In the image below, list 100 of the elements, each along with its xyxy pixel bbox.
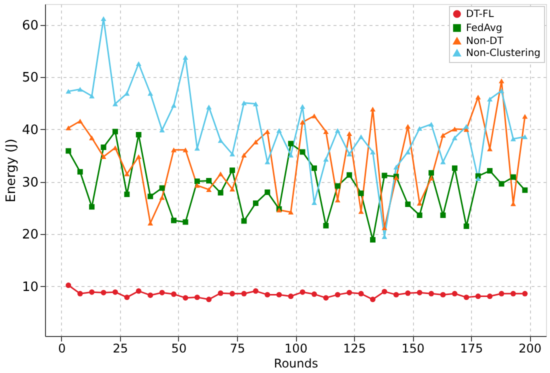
point bbox=[112, 289, 118, 295]
point bbox=[136, 61, 142, 66]
point bbox=[475, 94, 481, 100]
point bbox=[241, 290, 247, 296]
point bbox=[498, 290, 504, 296]
point bbox=[89, 289, 95, 295]
point bbox=[334, 183, 340, 189]
point bbox=[475, 176, 481, 181]
point bbox=[218, 172, 224, 176]
y-tick-label: 60 bbox=[22, 18, 38, 34]
point bbox=[498, 181, 504, 187]
point bbox=[358, 134, 364, 140]
point bbox=[206, 187, 212, 192]
legend-label: Non-Clustering bbox=[466, 48, 541, 59]
point bbox=[124, 192, 130, 198]
point bbox=[487, 294, 493, 299]
point bbox=[77, 118, 83, 124]
point bbox=[182, 295, 188, 301]
point bbox=[159, 128, 165, 132]
point bbox=[440, 160, 446, 164]
point bbox=[370, 150, 376, 154]
x-tick-label: 150 bbox=[402, 342, 425, 356]
point bbox=[182, 219, 188, 225]
point bbox=[148, 292, 154, 298]
point bbox=[510, 290, 516, 296]
point bbox=[522, 187, 528, 193]
y-axis-title: Energy (J) bbox=[4, 138, 19, 202]
point bbox=[358, 190, 364, 196]
point bbox=[428, 122, 434, 127]
point bbox=[77, 86, 83, 92]
x-axis-title: Rounds bbox=[274, 356, 318, 370]
point bbox=[382, 172, 388, 178]
point bbox=[148, 91, 154, 96]
point bbox=[300, 289, 306, 295]
point bbox=[171, 291, 176, 297]
point bbox=[100, 144, 106, 150]
x-tick-label: 125 bbox=[343, 342, 366, 356]
point bbox=[510, 136, 516, 142]
point bbox=[370, 106, 376, 112]
point bbox=[136, 154, 142, 160]
point bbox=[522, 290, 528, 296]
point bbox=[346, 152, 352, 156]
point bbox=[148, 194, 154, 200]
point bbox=[440, 292, 446, 298]
point bbox=[370, 237, 376, 243]
point bbox=[171, 218, 176, 224]
point bbox=[77, 290, 83, 296]
point bbox=[452, 135, 458, 140]
point bbox=[346, 172, 352, 178]
point bbox=[498, 88, 504, 94]
point bbox=[323, 295, 329, 301]
point bbox=[159, 290, 165, 296]
point bbox=[346, 290, 352, 296]
point bbox=[194, 183, 200, 188]
point bbox=[276, 292, 282, 298]
point bbox=[464, 294, 470, 300]
point bbox=[334, 128, 340, 133]
point bbox=[464, 124, 470, 129]
point bbox=[428, 170, 434, 176]
point bbox=[452, 290, 458, 296]
point bbox=[124, 294, 130, 300]
x-tick-label: 75 bbox=[230, 342, 246, 356]
point bbox=[405, 150, 411, 154]
point bbox=[194, 178, 200, 184]
point bbox=[405, 124, 411, 129]
point bbox=[323, 129, 329, 134]
point bbox=[194, 294, 200, 300]
point bbox=[218, 190, 224, 196]
point bbox=[452, 126, 458, 132]
x-tick-label: 50 bbox=[171, 342, 187, 356]
point bbox=[276, 128, 282, 133]
point bbox=[428, 176, 434, 180]
point bbox=[66, 88, 72, 94]
y-tick-label: 20 bbox=[22, 228, 38, 243]
point bbox=[136, 132, 142, 138]
point bbox=[311, 165, 317, 171]
point bbox=[66, 148, 72, 154]
point bbox=[440, 132, 446, 138]
point bbox=[428, 290, 434, 296]
point bbox=[264, 292, 270, 298]
point bbox=[358, 290, 364, 296]
point bbox=[218, 290, 224, 296]
point bbox=[311, 291, 317, 297]
point bbox=[264, 189, 270, 195]
point bbox=[475, 294, 481, 299]
x-tick-label: 175 bbox=[460, 342, 484, 356]
x-tick-label: 100 bbox=[284, 342, 308, 356]
point bbox=[206, 296, 212, 302]
point bbox=[346, 131, 352, 136]
point bbox=[300, 149, 306, 155]
point bbox=[230, 152, 236, 156]
point bbox=[206, 178, 212, 184]
point bbox=[89, 135, 95, 140]
point bbox=[112, 128, 118, 134]
point bbox=[382, 288, 388, 294]
point bbox=[452, 165, 458, 171]
point bbox=[288, 140, 294, 146]
point bbox=[66, 282, 72, 288]
point bbox=[405, 202, 411, 207]
point bbox=[171, 148, 176, 152]
